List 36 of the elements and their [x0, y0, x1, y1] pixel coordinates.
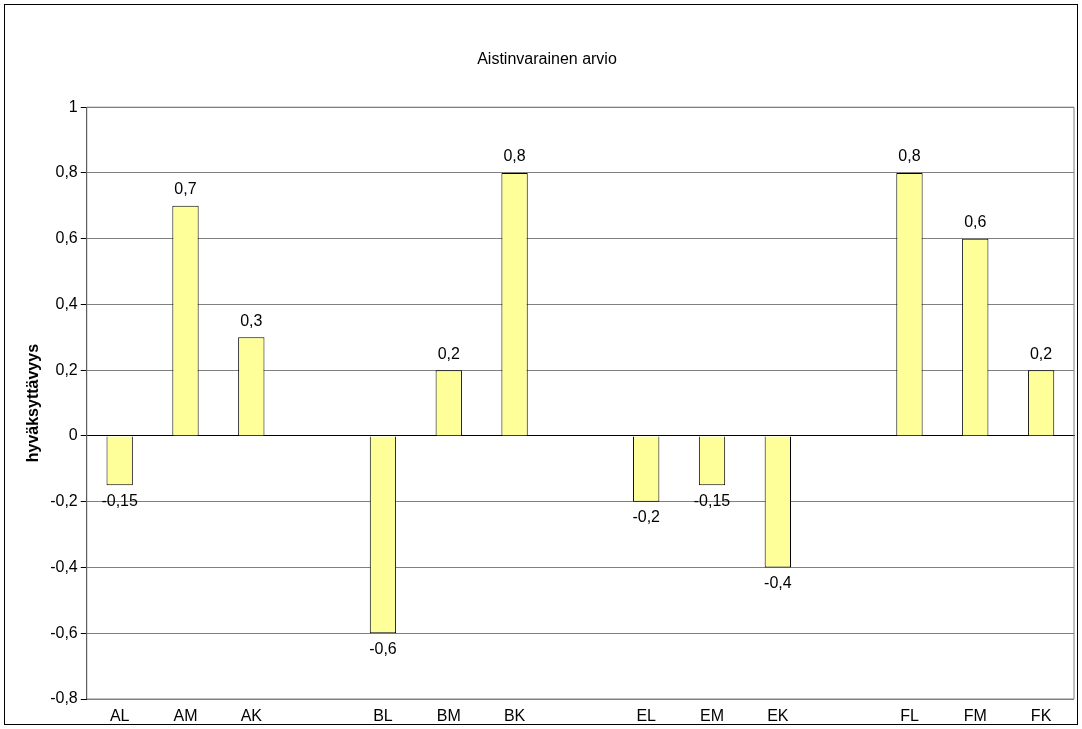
data-label: 0,8: [898, 147, 921, 165]
y-tick-label: 0,8: [55, 163, 78, 181]
y-tick-label: 0: [68, 426, 78, 444]
data-label: 0,3: [240, 311, 263, 329]
x-tick-label: FL: [900, 707, 919, 725]
data-label: 0,2: [1029, 344, 1053, 362]
x-tick-label: EK: [767, 707, 789, 725]
y-tick-label: 0,2: [55, 360, 78, 378]
data-label: -0,15: [101, 491, 139, 509]
x-tick-label: AM: [173, 707, 198, 725]
x-tick-label: FM: [963, 707, 987, 725]
data-label: -0,2: [632, 508, 661, 526]
x-tick-label: BM: [436, 707, 461, 725]
data-label: -0,4: [764, 573, 792, 591]
chart-title: Aistinvarainen arvio: [477, 50, 617, 68]
y-axis-title: hyväksyttävyys: [24, 343, 42, 463]
data-label: -0,6: [369, 639, 397, 657]
y-tick-label: -0,8: [50, 689, 78, 707]
x-tick-label: EL: [636, 707, 657, 725]
y-tick-label: 0,4: [55, 294, 78, 312]
data-label: -0,15: [693, 491, 731, 509]
x-tick-label: FK: [1030, 707, 1052, 725]
y-tick-label: -0,4: [50, 557, 78, 575]
x-tick-label: BK: [503, 707, 526, 725]
data-label: 0,7: [174, 180, 197, 198]
data-label: 0,6: [964, 213, 987, 231]
y-tick-label: 0,6: [55, 229, 78, 247]
data-label: 0,8: [503, 147, 526, 165]
x-tick-label: EM: [700, 707, 725, 725]
data-label: 0,2: [437, 344, 460, 362]
x-tick-label: AK: [240, 707, 263, 725]
y-tick-label: -0,2: [50, 492, 78, 510]
y-tick-label: 1: [68, 97, 78, 115]
x-tick-label: AL: [109, 707, 130, 725]
y-tick-label: -0,6: [50, 623, 78, 641]
x-tick-label: BL: [373, 707, 393, 725]
